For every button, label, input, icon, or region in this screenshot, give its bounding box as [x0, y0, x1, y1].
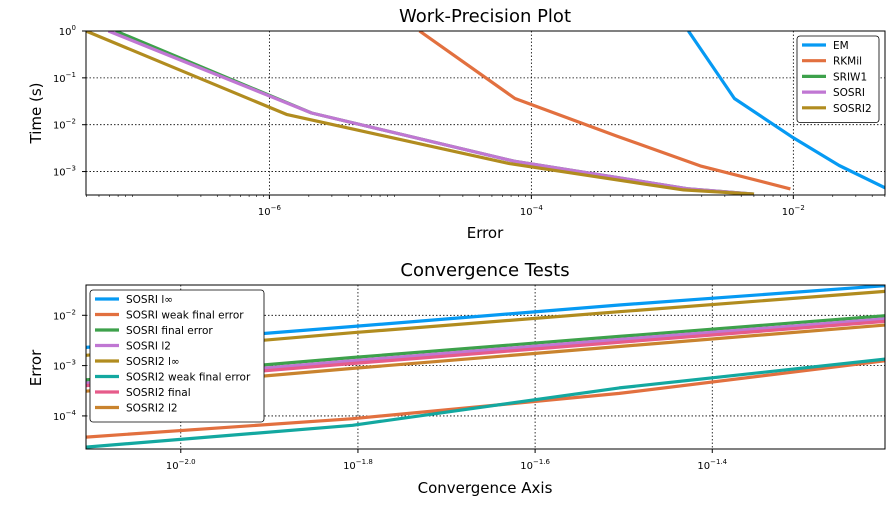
- legend-label: RKMil: [833, 56, 862, 68]
- series-line: [114, 31, 755, 195]
- x-tick-label: 10−2: [782, 204, 805, 218]
- series-line: [107, 31, 755, 195]
- y-axis-label: Time (s): [27, 83, 45, 145]
- series-lines: [86, 31, 885, 195]
- y-tick-label: 10−3: [53, 165, 76, 179]
- legend-label: SOSRI2: [833, 103, 872, 115]
- series-line: [86, 357, 885, 449]
- chart-title: Work-Precision Plot: [399, 6, 571, 27]
- y-tick-label: 10−3: [53, 359, 76, 373]
- x-axis-label: Error: [467, 224, 504, 242]
- legend-box: [89, 289, 265, 423]
- x-tick-label: 10−1.8: [343, 458, 373, 472]
- x-tick-label: 10−4: [520, 204, 544, 218]
- work-precision-chart: Work-Precision Plot 10−6 10−4 10−210010−11…: [27, 6, 886, 242]
- legend-label: SRIW1: [833, 71, 867, 83]
- axis-ticks: 10−6 10−4 10−2 100 10−1 10−2 10−3: [53, 24, 886, 218]
- series-line: [418, 31, 791, 191]
- x-tick-label: 10−1.6: [520, 458, 550, 472]
- convergence-chart: Convergence Tests 10−2.0 10−1.8 10−1.6 10−1…: [27, 260, 886, 497]
- y-axis-label: Error: [27, 349, 45, 386]
- y-tick-label: 10−2: [53, 118, 76, 132]
- chart-title: Convergence Tests: [400, 260, 569, 281]
- legend-label: EM: [833, 40, 849, 52]
- x-axis-label: Convergence Axis: [418, 479, 553, 497]
- plot-frame: [85, 30, 886, 196]
- series-line: [687, 31, 885, 190]
- legend-label: SOSRI l∞: [126, 294, 173, 306]
- legend-label: SOSRI: [833, 87, 865, 99]
- x-tick-label: 10−2.0: [166, 458, 196, 472]
- y-tick-label: 100: [59, 24, 76, 38]
- y-tick-label: 10−1: [53, 71, 76, 85]
- y-tick-label: 10−2: [53, 308, 76, 322]
- grid: [86, 30, 885, 195]
- legend-label: SOSRI weak final error: [126, 310, 244, 322]
- legend: SOSRI l∞ SOSRI weak final error SOSRI fina…: [89, 289, 265, 423]
- legend-label: SOSRI final error: [126, 325, 213, 337]
- legend-label: SOSRI2 final: [126, 387, 191, 399]
- legend: EM RKMil SRIW1 SOSRI SOSRI2: [796, 35, 880, 123]
- legend-label: SOSRI2 l2: [126, 403, 178, 415]
- x-tick-label: 10−1.4: [697, 458, 727, 472]
- x-tick-label: 10−6: [258, 204, 282, 218]
- legend-label: SOSRI2 weak final error: [126, 372, 251, 384]
- legend-label: SOSRI2 l∞: [126, 356, 180, 368]
- y-tick-label: 10−4: [53, 409, 77, 423]
- plot-frame: [85, 284, 886, 450]
- series-line: [86, 31, 755, 195]
- legend-box: [796, 35, 880, 123]
- legend-label: SOSRI l2: [126, 341, 171, 353]
